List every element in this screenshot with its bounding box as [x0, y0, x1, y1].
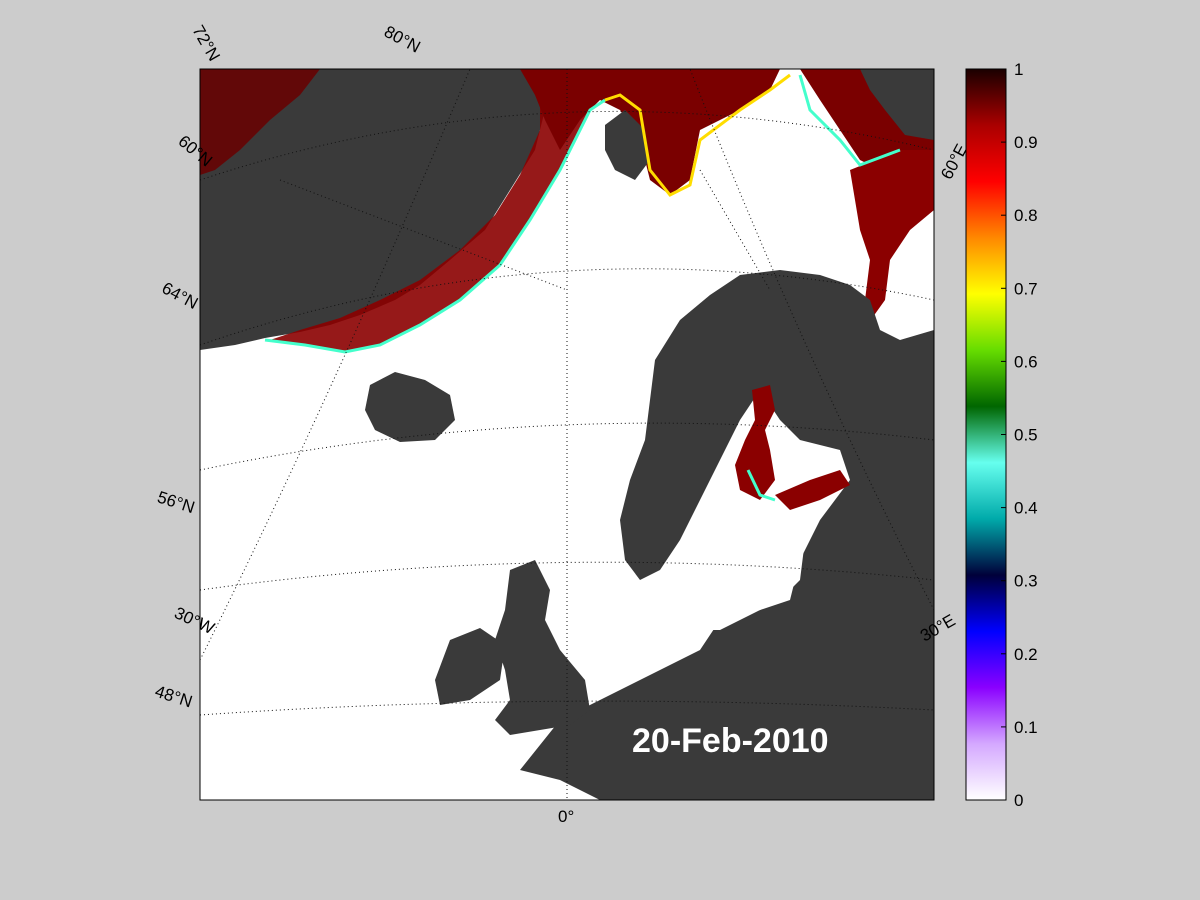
- colorbar: 0 0.1 0.2 0.3 0.4 0.5 0.6 0.7 0.8 0.9 1: [965, 60, 1038, 810]
- russia-north-landmass: [860, 69, 934, 140]
- greenland-ice-edge: [264, 98, 606, 354]
- colorbar-tick-label: 0.2: [1014, 645, 1038, 664]
- barents-ice-edge: [798, 74, 901, 167]
- colorbar-tick-label: 0.1: [1014, 718, 1038, 737]
- colorbar-tick-label: 0: [1014, 791, 1023, 810]
- svalbard-landmass: [605, 110, 650, 180]
- lat-label-72n: 72°N: [188, 22, 223, 64]
- colorbar-tick-label: 0.3: [1014, 572, 1038, 591]
- arctic-ice-pack: [520, 69, 780, 195]
- bothnia-ice-edge: [746, 469, 776, 502]
- lat-label-48n: 48°N: [153, 682, 195, 712]
- date-label: 20-Feb-2010: [632, 722, 829, 760]
- map-frame: [199, 68, 935, 801]
- svalbard-ice-edge: [604, 73, 791, 197]
- white-sea-ice: [840, 150, 934, 335]
- scandinavia-landmass: [520, 270, 934, 800]
- colorbar-tick-label: 1: [1014, 60, 1023, 79]
- lat-label-56n: 56°N: [155, 487, 197, 517]
- great-britain-landmass: [495, 560, 590, 735]
- ireland-landmass: [435, 628, 505, 705]
- colorbar-tick-label: 0.6: [1014, 352, 1038, 371]
- iceland-landmass: [365, 372, 455, 442]
- lat-label-80n: 80°N: [381, 22, 423, 57]
- gulf-of-finland-ice: [775, 470, 850, 510]
- colorbar-tick-label: 0.9: [1014, 133, 1038, 152]
- gulf-of-bothnia-ice: [735, 385, 775, 500]
- colorbar-gradient: [965, 68, 1007, 801]
- baltic-sea: [690, 510, 805, 630]
- graticule: [200, 69, 934, 800]
- colorbar-tick-label: 0.7: [1014, 279, 1038, 298]
- lat-label-64n: 64°N: [159, 278, 201, 313]
- map-panel: 20-Feb-2010: [200, 69, 934, 800]
- colorbar-ticks: 0 0.1 0.2 0.3 0.4 0.5 0.6 0.7 0.8 0.9 1: [1001, 60, 1038, 810]
- lon-label-0: 0°: [558, 807, 574, 826]
- greenland-landmass: [200, 69, 545, 350]
- greenland-top-ice: [200, 69, 320, 175]
- colorbar-tick-label: 0.8: [1014, 206, 1038, 225]
- colorbar-tick-label: 0.4: [1014, 499, 1038, 518]
- colorbar-tick-label: 0.5: [1014, 426, 1038, 445]
